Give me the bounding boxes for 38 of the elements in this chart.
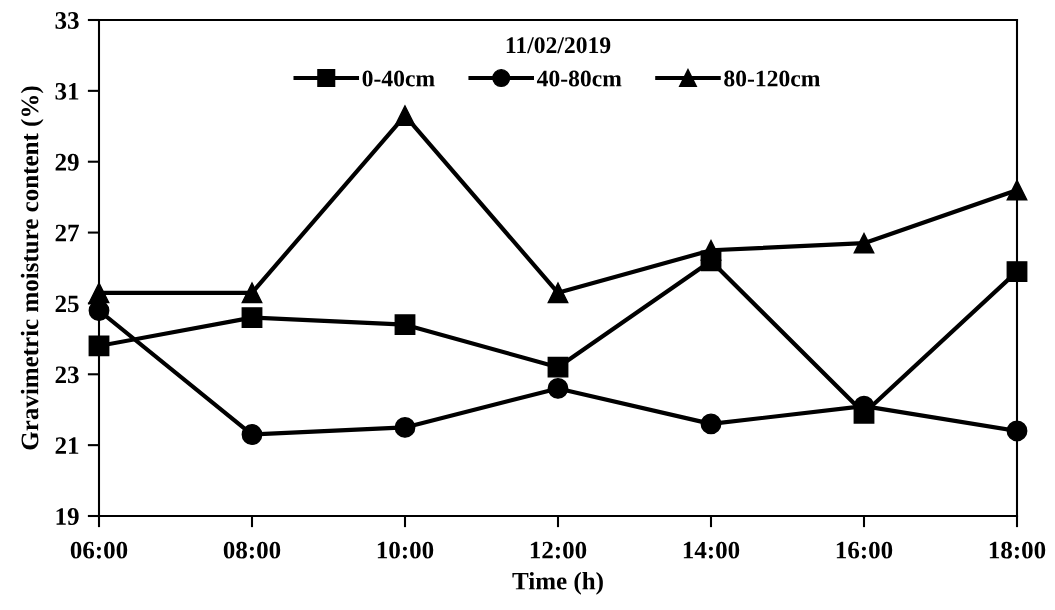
legend-label: 40-80cm (536, 70, 622, 87)
point (547, 378, 569, 399)
x-tick-label: 14:00 (683, 541, 740, 559)
y-tick-label: 29 (55, 153, 79, 171)
point (700, 250, 722, 272)
y-tick-label: 27 (55, 224, 79, 242)
point (1006, 261, 1028, 282)
point (547, 356, 569, 378)
point (547, 282, 569, 304)
y-tick-label: 23 (55, 366, 79, 384)
point (700, 413, 722, 435)
point (241, 424, 263, 445)
point (88, 335, 110, 357)
point (394, 314, 416, 336)
x-tick-label: 06:00 (70, 541, 128, 559)
point (394, 105, 416, 127)
x-tick-label: 10:00 (377, 541, 434, 559)
point (394, 417, 416, 438)
y-tick-label: 25 (55, 295, 79, 313)
legend-label: 0-40cm (362, 70, 435, 87)
x-tick-label: 08:00 (223, 541, 281, 559)
point (853, 232, 875, 254)
x-tick-label: 16:00 (836, 541, 893, 559)
y-tick-label: 31 (55, 82, 79, 100)
legend-title: 11/02/2019 (506, 37, 611, 54)
x-axis-title: Time (h) (512, 572, 603, 595)
x-tick-label: 12:00 (530, 541, 587, 559)
point (1006, 179, 1028, 201)
y-tick-label: 19 (56, 508, 79, 525)
y-tick-label: 21 (55, 437, 79, 454)
point (241, 307, 263, 329)
point (88, 300, 110, 321)
point (1006, 420, 1028, 442)
y-tick-label: 33 (55, 12, 79, 29)
x-tick-label: 18:00 (989, 541, 1046, 559)
legend-label: 80-120cm (724, 70, 821, 87)
point (241, 282, 263, 304)
y-axis-title: Gravimetric moisture content (%) (20, 86, 44, 450)
